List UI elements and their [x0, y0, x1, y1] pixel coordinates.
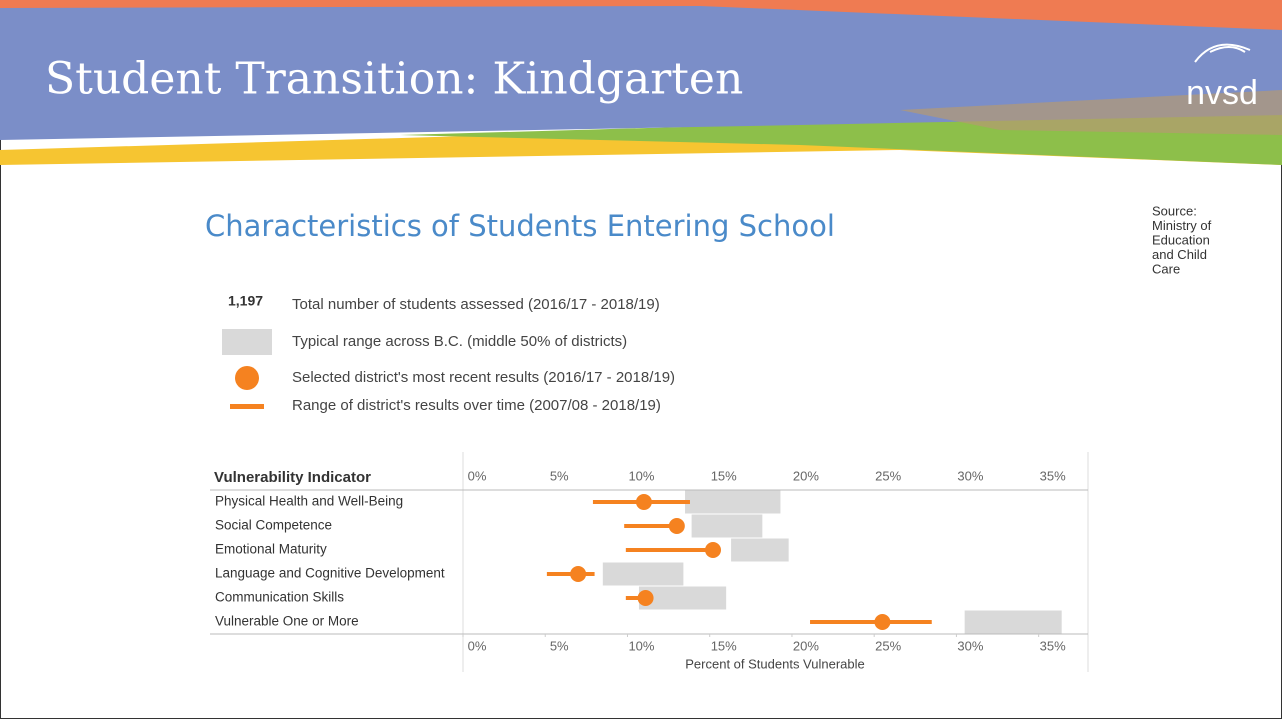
x-tick-label: 10% [628, 468, 654, 483]
source-line: Source: [1152, 203, 1197, 218]
x-tick-label: 35% [1040, 468, 1066, 483]
category-label: Social Competence [215, 518, 332, 533]
typical-range [602, 562, 684, 586]
x-tick-label: 25% [875, 638, 901, 653]
logo-leaf [1194, 43, 1251, 63]
x-tick-label: 25% [875, 468, 901, 483]
header-band-tan [900, 90, 1282, 135]
x-tick-label: 0% [468, 638, 487, 653]
category-label: Emotional Maturity [215, 542, 327, 557]
slide-title: Student Transition: Kindgarten [45, 54, 743, 105]
chart-title: Characteristics of Students Entering Sch… [205, 209, 835, 243]
category-label: Communication Skills [215, 590, 344, 605]
typical-range [691, 514, 763, 538]
legend-text: Total number of students assessed (2016/… [292, 296, 660, 313]
total-count: 1,197 [228, 293, 263, 309]
x-tick-label: 35% [1040, 638, 1066, 653]
legend-text: Typical range across B.C. (middle 50% of… [292, 333, 627, 350]
x-tick-label: 0% [468, 468, 487, 483]
x-tick-label: 30% [957, 638, 983, 653]
x-tick-label: 30% [957, 468, 983, 483]
typical-range [638, 586, 727, 610]
x-tick-label: 15% [711, 468, 737, 483]
district-recent [705, 542, 721, 558]
x-tick-label: 20% [793, 638, 819, 653]
district-recent [874, 614, 891, 630]
x-tick-label: 15% [711, 638, 737, 653]
typical-range [731, 538, 789, 562]
source-line: Care [1152, 261, 1180, 276]
source-line: and Child [1152, 247, 1207, 262]
district-recent [637, 590, 654, 606]
x-tick-label: 20% [793, 468, 819, 483]
district-recent [668, 518, 685, 534]
category-label: Vulnerable One or More [215, 614, 359, 629]
x-tick-label: 5% [550, 638, 569, 653]
legend-swatch [222, 329, 272, 355]
logo-text: nvsd [1186, 74, 1258, 112]
category-header: Vulnerability Indicator [214, 469, 371, 486]
source-line: Ministry of [1152, 218, 1212, 233]
typical-range [685, 490, 781, 514]
x-axis-label: Percent of Students Vulnerable [685, 656, 864, 671]
typical-range [964, 610, 1062, 634]
category-label: Language and Cognitive Development [215, 566, 445, 581]
category-label: Physical Health and Well-Being [215, 494, 403, 509]
source-line: Education [1152, 232, 1210, 247]
x-tick-label: 10% [628, 638, 654, 653]
legend-text: Range of district's results over time (2… [292, 397, 661, 414]
district-recent [635, 494, 652, 510]
legend-text: Selected district's most recent results … [292, 369, 675, 386]
legend-swatch [235, 366, 259, 390]
legend-swatch [230, 404, 264, 409]
header-band-blue [0, 6, 1282, 140]
x-tick-label: 5% [550, 468, 569, 483]
district-recent [570, 566, 587, 582]
